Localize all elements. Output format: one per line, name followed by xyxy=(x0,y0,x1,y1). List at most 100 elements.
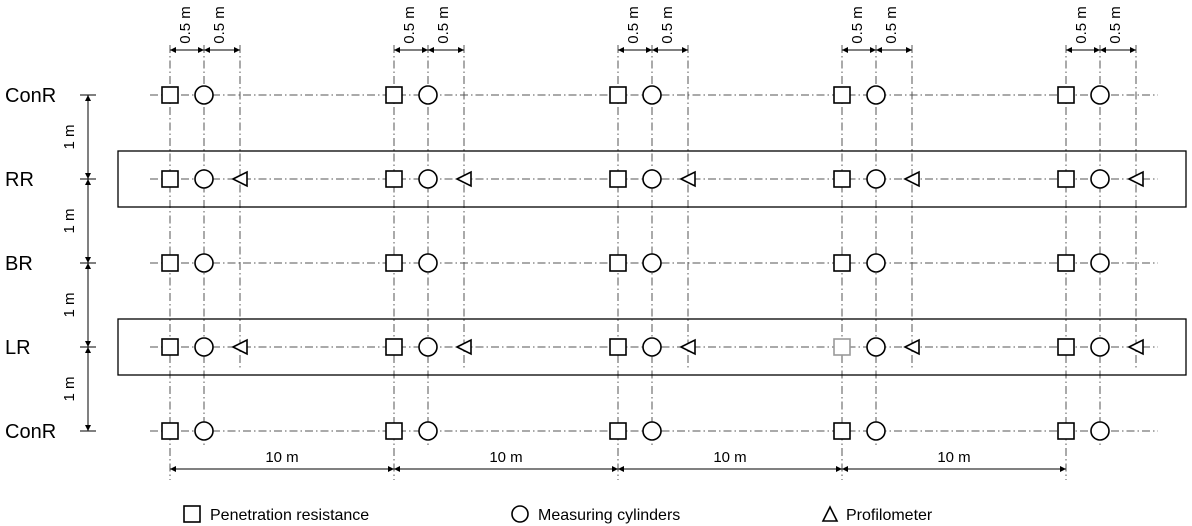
offset-label: 0.5 m xyxy=(849,6,866,44)
cylinder-circle-icon xyxy=(642,169,662,189)
arrowhead-icon xyxy=(646,47,652,53)
arrowhead-icon xyxy=(1130,47,1136,53)
arrowhead-icon xyxy=(85,341,91,347)
profilometer-triangle-icon xyxy=(1127,170,1144,188)
cylinder-circle-icon xyxy=(1090,85,1110,105)
row-labels: ConR RR BR LR ConR xyxy=(5,85,56,443)
arrowhead-icon xyxy=(204,47,210,53)
penetration-square-icon xyxy=(609,86,627,104)
arrowhead-icon xyxy=(85,95,91,101)
cylinder-circle-icon xyxy=(418,253,438,273)
penetration-square-icon xyxy=(1057,86,1075,104)
cylinder-circle-icon xyxy=(194,337,214,357)
arrowhead-icon xyxy=(1100,47,1106,53)
penetration-square-icon xyxy=(833,422,851,440)
legend-profilometer-label: Profilometer xyxy=(846,507,933,524)
cylinder-circle-icon xyxy=(642,253,662,273)
column-spacing-label: 10 m xyxy=(265,449,298,466)
profilometer-triangle-icon xyxy=(231,338,248,356)
cylinder-circle-icon xyxy=(1090,337,1110,357)
penetration-square-icon xyxy=(609,170,627,188)
legend: Penetration resistance Measuring cylinde… xyxy=(183,505,933,524)
arrowhead-icon xyxy=(1094,47,1100,53)
offset-label: 0.5 m xyxy=(435,6,452,44)
cylinder-circle-icon xyxy=(866,253,886,273)
legend-square-icon xyxy=(183,505,201,523)
penetration-square-icon xyxy=(385,170,403,188)
profilometer-triangle-icon xyxy=(903,170,920,188)
cylinder-circle-icon xyxy=(194,421,214,441)
cylinder-circle-icon xyxy=(418,169,438,189)
penetration-square-icon xyxy=(385,86,403,104)
arrowhead-icon xyxy=(388,466,394,472)
arrowhead-icon xyxy=(612,466,618,472)
markers xyxy=(161,85,1144,441)
arrowhead-icon xyxy=(85,347,91,353)
arrowhead-icon xyxy=(618,466,624,472)
penetration-square-icon xyxy=(1057,254,1075,272)
profilometer-triangle-icon xyxy=(903,338,920,356)
profilometer-triangle-icon xyxy=(1127,338,1144,356)
profilometer-triangle-icon xyxy=(455,338,472,356)
penetration-square-icon xyxy=(1057,338,1075,356)
arrowhead-icon xyxy=(458,47,464,53)
arrowhead-icon xyxy=(85,263,91,269)
penetration-square-icon xyxy=(833,254,851,272)
penetration-square-icon xyxy=(833,170,851,188)
offset-label: 0.5 m xyxy=(401,6,418,44)
penetration-square-icon xyxy=(161,86,179,104)
arrowhead-icon xyxy=(422,47,428,53)
arrowhead-icon xyxy=(85,173,91,179)
legend-triangle-icon xyxy=(821,505,839,522)
cylinder-circle-icon xyxy=(642,85,662,105)
arrowhead-icon xyxy=(842,466,848,472)
arrowhead-icon xyxy=(618,47,624,53)
row-label-0: ConR xyxy=(5,85,56,107)
penetration-square-icon xyxy=(1057,422,1075,440)
penetration-square-icon xyxy=(833,86,851,104)
column-spacing-label: 10 m xyxy=(937,449,970,466)
cylinder-circle-icon xyxy=(642,421,662,441)
penetration-square-icon xyxy=(609,422,627,440)
row-spacing-label: 1 m xyxy=(61,376,78,401)
arrowhead-icon xyxy=(234,47,240,53)
column-spacing-label: 10 m xyxy=(713,449,746,466)
plot-boxes xyxy=(117,150,1187,376)
dimension-lines: 1 m 1 m 1 m 1 m 0.5 m 0.5 m 0.5 m 0.5 m 0.5 m 0.5… xyxy=(61,6,1136,472)
legend-circle-icon xyxy=(511,505,529,523)
cylinder-circle-icon xyxy=(1090,169,1110,189)
offset-label: 0.5 m xyxy=(211,6,228,44)
offset-label: 0.5 m xyxy=(1107,6,1124,44)
cylinder-circle-icon xyxy=(642,337,662,357)
penetration-square-icon xyxy=(161,422,179,440)
offset-label: 0.5 m xyxy=(625,6,642,44)
offset-label: 0.5 m xyxy=(177,6,194,44)
offset-label: 0.5 m xyxy=(659,6,676,44)
offset-label: 0.5 m xyxy=(1073,6,1090,44)
arrowhead-icon xyxy=(842,47,848,53)
cylinder-circle-icon xyxy=(194,169,214,189)
cylinder-circle-icon xyxy=(866,421,886,441)
arrowhead-icon xyxy=(85,257,91,263)
arrowhead-icon xyxy=(870,47,876,53)
plot-box-lr xyxy=(117,318,1187,376)
arrowhead-icon xyxy=(428,47,434,53)
profilometer-triangle-icon xyxy=(231,170,248,188)
arrowhead-icon xyxy=(906,47,912,53)
legend-penetration-label: Penetration resistance xyxy=(210,507,369,524)
legend-cylinders-label: Measuring cylinders xyxy=(538,507,680,524)
arrowhead-icon xyxy=(394,466,400,472)
cylinder-circle-icon xyxy=(1090,421,1110,441)
cylinder-circle-icon xyxy=(418,337,438,357)
column-spacing-label: 10 m xyxy=(489,449,522,466)
arrowhead-icon xyxy=(836,466,842,472)
arrowhead-icon xyxy=(170,466,176,472)
offset-label: 0.5 m xyxy=(883,6,900,44)
cylinder-circle-icon xyxy=(194,85,214,105)
penetration-square-icon xyxy=(161,338,179,356)
penetration-square-icon xyxy=(609,254,627,272)
penetration-square-icon xyxy=(385,338,403,356)
row-spacing-label: 1 m xyxy=(61,292,78,317)
penetration-square-icon xyxy=(833,338,851,356)
